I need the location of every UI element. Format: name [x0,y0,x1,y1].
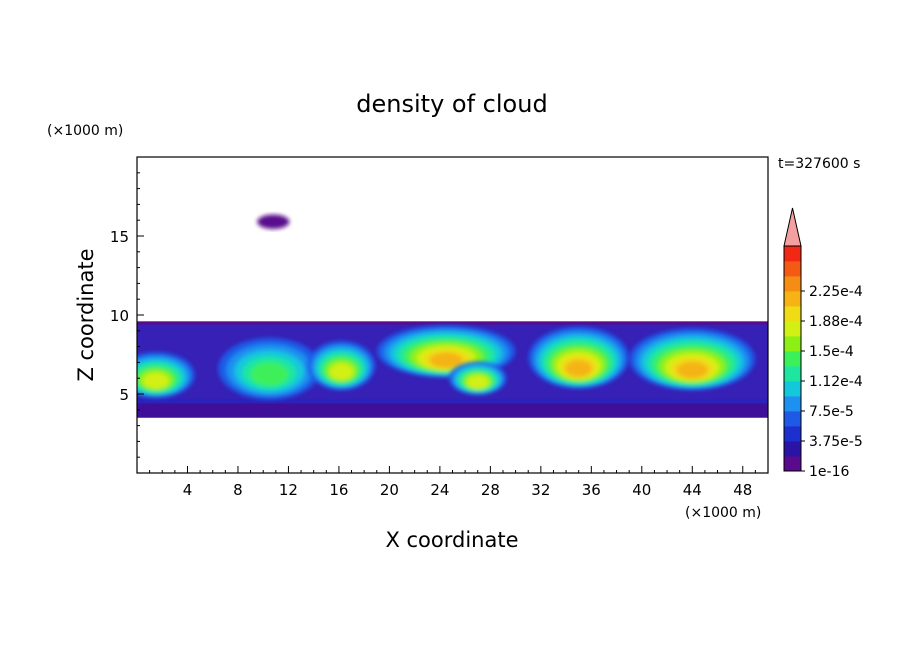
cloud-blob-8 [629,328,756,391]
density-contour [261,215,286,228]
x-tick-label: 28 [481,481,500,499]
colorbar-band [784,291,801,307]
density-contour [429,352,463,368]
colorbar-band [784,366,801,382]
colorbar-band [784,306,801,322]
x-tick-label: 20 [380,481,399,499]
cloud-blob-4 [307,341,376,391]
x-tick-label: 40 [632,481,651,499]
colorbar-label: 1e-16 [809,464,849,480]
colorbar-label: 2.25e-4 [809,284,863,300]
y-axis-ticks: 5 10 15 [110,172,144,458]
x-tick-label: 48 [733,481,752,499]
x-axis-label: X coordinate [385,528,518,552]
colorbar-band [784,351,801,367]
density-contour [250,362,289,386]
colorbar-band [784,276,801,292]
colorbar-band [784,411,801,427]
density-contour [676,361,708,379]
colorbar-band [784,396,801,412]
cloud-blob-7 [528,326,629,389]
density-contour [143,372,169,389]
y-axis-label: Z coordinate [74,248,98,381]
density-field [137,214,768,418]
colorbar-label: 1.5e-4 [809,344,854,360]
y-tick-label: 10 [110,307,129,325]
x-tick-label: 24 [430,481,449,499]
x-tick-label: 36 [582,481,601,499]
y-unit-label: (×1000 m) [47,123,123,139]
x-tick-label: 8 [233,481,243,499]
x-tick-label: 4 [183,481,193,499]
y-tick-label: 15 [110,228,129,246]
colorbar-frame [783,245,802,472]
colorbar-band [784,336,801,352]
chart-title: density of cloud [356,90,547,118]
colorbar-band [784,381,801,397]
colorbar-label: 3.75e-5 [809,434,863,450]
plot-frame [136,156,769,474]
x-tick-label: 44 [683,481,702,499]
colorbar-band [784,321,801,337]
colorbar-band [784,261,801,277]
colorbar-band [784,441,801,457]
x-tick-label: 16 [329,481,348,499]
cloud-blob-6 [449,361,507,395]
density-contour [565,359,593,377]
x-tick-label: 12 [279,481,298,499]
plot-area [137,214,768,418]
colorbar-label: 7.5e-5 [809,404,854,420]
colorbar-band [784,456,801,472]
cloud-blob-3 [218,337,321,400]
time-label: t=327600 s [778,156,860,172]
colorbar-overflow-arrow [783,207,802,247]
density-contour [329,363,354,381]
colorbar-label: 1.12e-4 [809,374,863,390]
x-tick-label: 32 [531,481,550,499]
x-axis-ticks: 4 8 12 16 20 24 28 32 36 40 44 48 [149,466,756,499]
colorbar: 1e-16 3.75e-5 7.5e-5 1.12e-4 1.5e-4 1.88e-4 2.… [783,207,863,480]
y-tick-label: 5 [119,386,129,404]
cloud-blob-2 [137,352,195,398]
density-contour [466,375,489,389]
colorbar-band [784,246,801,262]
colorbar-band [784,426,801,442]
colorbar-label: 1.88e-4 [809,314,863,330]
x-unit-label: (×1000 m) [685,505,761,521]
cloud-blob-1 [257,214,290,229]
